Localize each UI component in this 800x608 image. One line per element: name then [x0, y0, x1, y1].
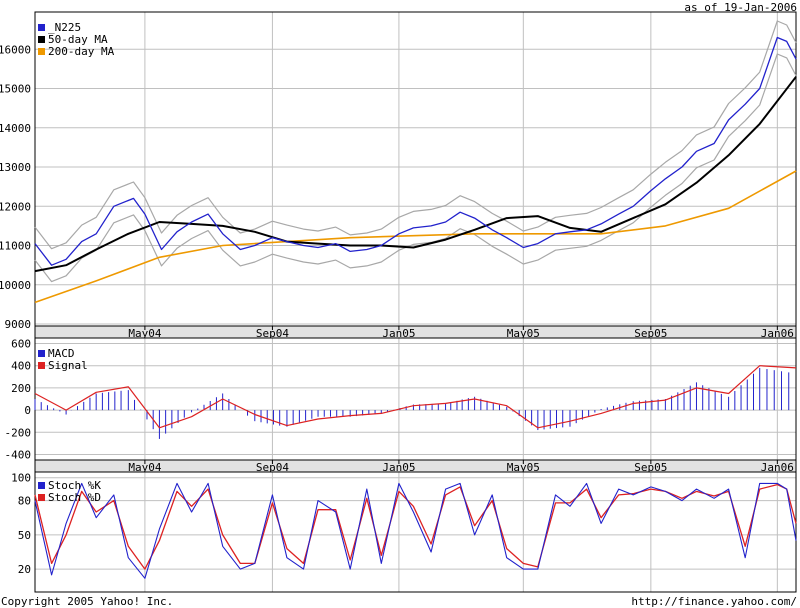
macd-y-tick-label: 400 — [11, 360, 31, 373]
legend-swatch — [38, 48, 45, 55]
price-x-tick-label: Sep05 — [634, 327, 667, 340]
price-y-tick-label: 16000 — [0, 43, 31, 56]
source-url-link[interactable]: http://finance.yahoo.com/ — [631, 595, 797, 608]
macd-x-tick-label: May04 — [128, 461, 161, 474]
macd-y-tick-label: -200 — [5, 426, 32, 439]
legend-label: Signal — [48, 359, 88, 372]
price-x-tick-label: May05 — [507, 327, 540, 340]
macd-x-tick-label: Jan06 — [761, 461, 794, 474]
legend-label: 200-day MA — [48, 45, 115, 58]
price-y-tick-label: 14000 — [0, 122, 31, 135]
stoch-plot-area — [35, 472, 796, 592]
ma50-line — [34, 76, 797, 273]
upper-band-line — [34, 20, 797, 250]
legend-swatch — [38, 482, 45, 489]
legend-label: 50-day MA — [48, 33, 108, 46]
macd-y-tick-label: 600 — [11, 338, 31, 351]
price-x-tick-label: Jan05 — [382, 327, 415, 340]
stoch-k-line — [34, 482, 797, 579]
legend-swatch — [38, 24, 45, 31]
macd-y-tick-label: 200 — [11, 382, 31, 395]
legend-swatch — [38, 36, 45, 43]
stoch-d-line — [34, 483, 797, 570]
legend-swatch — [38, 362, 45, 369]
legend-label: _N225 — [48, 21, 81, 34]
price-y-tick-label: 11000 — [0, 240, 31, 253]
price-plot-area — [35, 12, 796, 326]
stoch-y-tick-label: 20 — [18, 563, 31, 576]
signal-line — [34, 365, 797, 429]
macd-x-tick-label: May05 — [507, 461, 540, 474]
legend-label: Stoch %K — [48, 479, 101, 492]
price-y-tick-label: 12000 — [0, 200, 31, 213]
ma200-line — [34, 170, 797, 304]
as-of-date: as of 19-Jan-2006 — [684, 1, 797, 14]
price-y-tick-label: 9000 — [5, 318, 32, 331]
macd-x-tick-label: Sep05 — [634, 461, 667, 474]
stoch-y-tick-label: 80 — [18, 495, 31, 508]
price-x-tick-label: Jan06 — [761, 327, 794, 340]
legend-swatch — [38, 350, 45, 357]
copyright-text: Copyright 2005 Yahoo! Inc. — [1, 595, 173, 608]
price-x-tick-label: Sep04 — [256, 327, 289, 340]
price-y-tick-label: 10000 — [0, 279, 31, 292]
legend-label: Stoch %D — [48, 491, 101, 504]
macd-x-tick-label: Jan05 — [382, 461, 415, 474]
price-x-tick-label: May04 — [128, 327, 161, 340]
price-panel: 9000 10000 11000 12000 13000 14000 15000 16000 M… — [0, 11, 797, 340]
legend-swatch — [38, 494, 45, 501]
n225-line — [34, 36, 797, 266]
macd-y-tick-label: 0 — [24, 404, 31, 417]
stoch-y-tick-label: 100 — [11, 472, 31, 485]
macd-plot-area — [35, 338, 796, 460]
lower-band-line — [34, 53, 797, 283]
macd-panel: -400 -200 0 200 400 600 May04 Sep04 Jan05 May05 Se… — [5, 337, 797, 474]
price-y-tick-label: 13000 — [0, 161, 31, 174]
macd-x-tick-label: Sep04 — [256, 461, 289, 474]
stoch-y-tick-label: 50 — [18, 529, 31, 542]
legend-label: MACD — [48, 347, 75, 360]
macd-y-tick-label: -400 — [5, 448, 32, 461]
price-y-tick-label: 15000 — [0, 83, 31, 96]
stoch-frame — [34, 471, 797, 593]
